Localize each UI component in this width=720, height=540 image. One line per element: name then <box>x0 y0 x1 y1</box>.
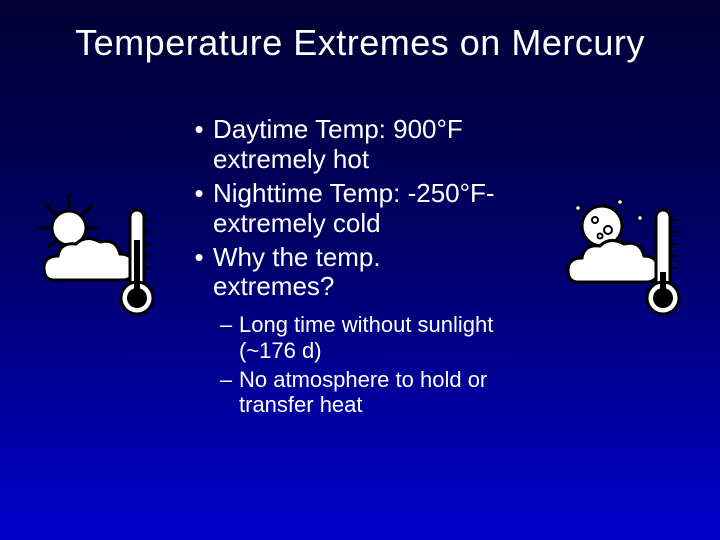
sub-bullet-line: No atmosphere to hold or <box>239 367 487 392</box>
bullet-marker: • <box>185 179 213 239</box>
slide: Temperature Extremes on Mercury • Daytim… <box>0 0 720 540</box>
slide-title: Temperature Extremes on Mercury <box>30 22 690 64</box>
bullet-item: • Why the temp. extremes? <box>185 243 565 303</box>
bullet-line: extremely cold <box>213 208 381 238</box>
bullet-text: Why the temp. extremes? <box>213 243 565 303</box>
bullet-line: extremes? <box>213 271 334 301</box>
sub-bullet-line: transfer heat <box>239 392 363 417</box>
sub-bullet-line: (~176 d) <box>239 338 322 363</box>
bullet-marker: • <box>185 243 213 303</box>
bullet-line: Why the temp. <box>213 242 381 272</box>
moon-thermometer-icon <box>560 190 690 320</box>
bullet-item: • Daytime Temp: 900°F extremely hot <box>185 115 565 175</box>
bullet-line: extremely hot <box>213 144 369 174</box>
sub-bullet-list: – Long time without sunlight (~176 d) – … <box>213 312 565 417</box>
content-area: • Daytime Temp: 900°F extremely hot • Ni… <box>185 115 565 422</box>
bullet-text: Daytime Temp: 900°F extremely hot <box>213 115 565 175</box>
sub-bullet-text: Long time without sunlight (~176 d) <box>239 312 565 363</box>
sun-thermometer-icon <box>34 190 164 320</box>
sub-bullet-item: – No atmosphere to hold or transfer heat <box>213 367 565 418</box>
bullet-marker: • <box>185 115 213 175</box>
sub-bullet-marker: – <box>213 312 239 363</box>
bullet-line: Daytime Temp: 900°F <box>213 114 463 144</box>
bullet-line: Nighttime Temp: -250°F- <box>213 178 495 208</box>
bullet-item: • Nighttime Temp: -250°F- extremely cold <box>185 179 565 239</box>
sub-bullet-item: – Long time without sunlight (~176 d) <box>213 312 565 363</box>
bullet-text: Nighttime Temp: -250°F- extremely cold <box>213 179 565 239</box>
sub-bullet-marker: – <box>213 367 239 418</box>
sub-bullet-text: No atmosphere to hold or transfer heat <box>239 367 565 418</box>
sub-bullet-line: Long time without sunlight <box>239 312 493 337</box>
